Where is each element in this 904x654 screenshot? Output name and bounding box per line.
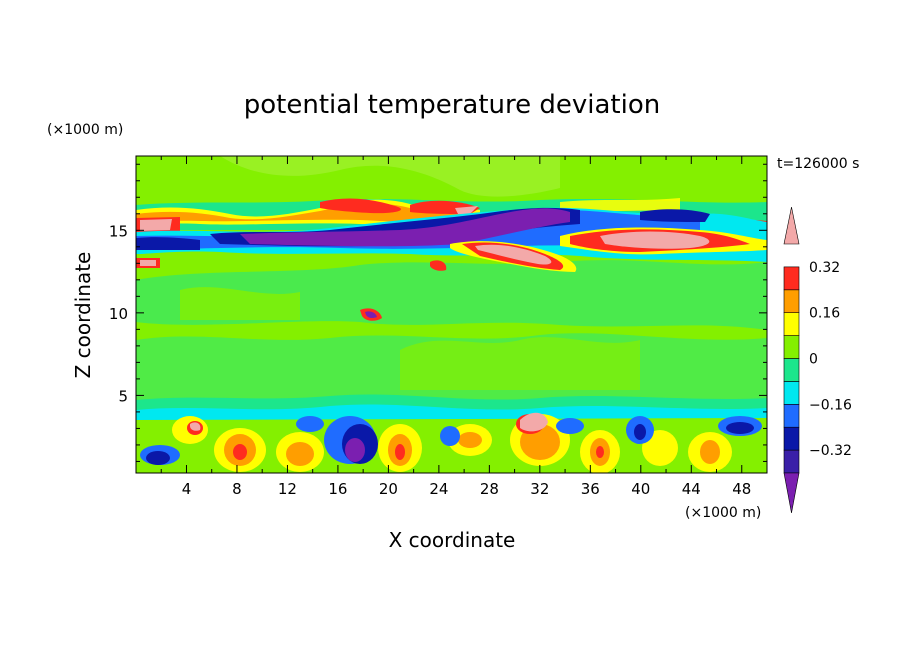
colorbar-segment [783, 335, 800, 359]
x-tick-labels: 4 8 12 16 20 24 28 32 36 40 44 48 [182, 480, 752, 498]
colorbar-tick-label: 0.16 [809, 306, 840, 322]
x-tick-label: 16 [328, 480, 347, 498]
x-axis-label: X coordinate [389, 528, 516, 552]
colorbar-segment [783, 426, 800, 451]
y-tick-label: 10 [109, 305, 128, 323]
colorbar-segment [783, 312, 800, 336]
y-unit-label: (×1000 m) [47, 122, 123, 138]
x-tick-label: 40 [631, 480, 650, 498]
colorbar-extend-top [783, 206, 800, 245]
colorbar [783, 206, 800, 514]
colorbar-tick-labels: 0.32 0.16 0 −0.16 −0.32 [809, 260, 852, 459]
x-tick-label: 20 [379, 480, 398, 498]
x-unit-label: (×1000 m) [685, 505, 761, 521]
colorbar-tick-label: 0 [809, 352, 818, 368]
colorbar-tick-label: 0.32 [809, 260, 840, 276]
colorbar-segment [783, 449, 800, 474]
contour-field [136, 156, 767, 473]
x-tick-label: 32 [530, 480, 549, 498]
colorbar-segment [783, 381, 800, 405]
x-tick-label: 24 [429, 480, 448, 498]
x-tick-label: 12 [278, 480, 297, 498]
colorbar-segment [783, 403, 800, 428]
colorbar-segment [783, 358, 800, 382]
axis-ticks [136, 156, 767, 473]
y-tick-label: 15 [109, 222, 128, 240]
x-tick-label: 4 [182, 480, 192, 498]
time-label: t=126000 s [777, 156, 859, 172]
x-tick-label: 36 [581, 480, 600, 498]
x-tick-label: 44 [682, 480, 701, 498]
y-tick-labels: 5 10 15 [109, 222, 128, 405]
x-tick-label: 48 [732, 480, 751, 498]
y-tick-label: 5 [118, 387, 128, 405]
colorbar-tick-label: −0.16 [809, 397, 852, 413]
colorbar-extend-bottom [783, 472, 800, 514]
colorbar-segment [783, 289, 800, 313]
plot-frame [135, 155, 768, 474]
colorbar-tick-label: −0.32 [809, 443, 852, 459]
colorbar-segment [783, 266, 800, 291]
x-tick-label: 28 [480, 480, 499, 498]
y-axis-label: Z coordinate [71, 252, 95, 379]
x-tick-label: 8 [232, 480, 242, 498]
chart-title: potential temperature deviation [244, 90, 660, 120]
